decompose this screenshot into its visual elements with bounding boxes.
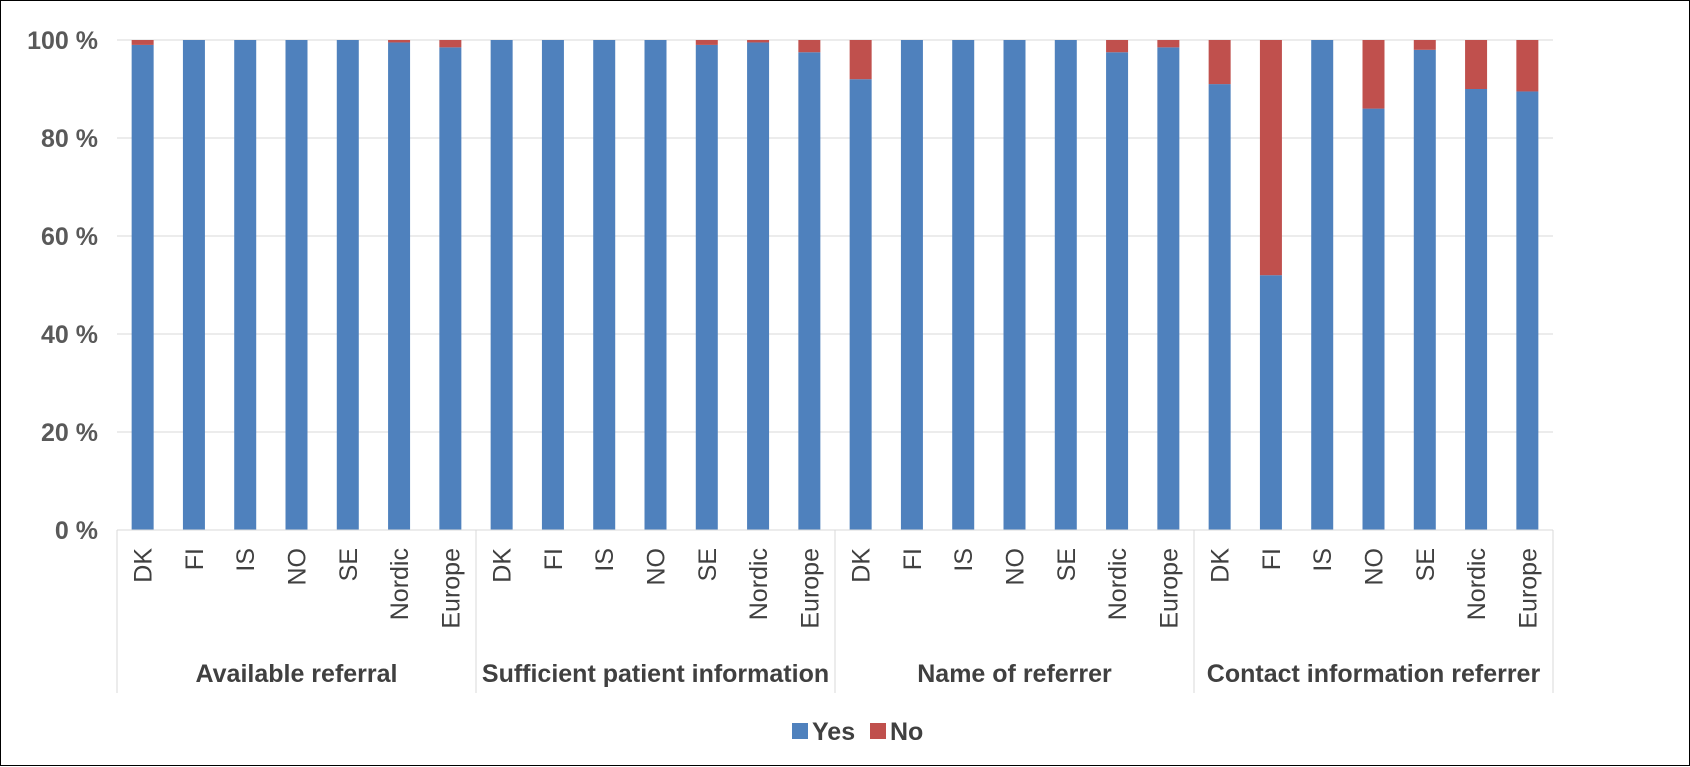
bar-yes <box>1259 275 1282 530</box>
bar-yes <box>1516 91 1539 530</box>
x-tick-label: Europe <box>796 548 824 629</box>
bar-yes <box>1106 52 1129 530</box>
legend-label-no: No <box>890 718 923 746</box>
bar-yes <box>593 40 616 530</box>
x-tick-label: IS <box>950 548 978 572</box>
x-tick-label: SE <box>335 548 363 581</box>
bar-no <box>1465 40 1488 89</box>
y-tick-label: 100 % <box>27 27 98 55</box>
gridlines <box>117 39 1553 531</box>
y-axis: 0 % 20 % 40 % 60 % 80 % 100 % <box>27 27 98 545</box>
x-tick-label: SE <box>1412 548 1440 581</box>
bar-no <box>1157 40 1180 48</box>
bars <box>131 40 1539 531</box>
bar-yes <box>388 42 411 530</box>
bar-no <box>798 40 821 53</box>
bar-yes <box>952 40 975 530</box>
bar-yes <box>1003 40 1026 530</box>
x-tick-label: FI <box>899 548 927 570</box>
group-label: Available referral <box>196 660 398 688</box>
y-tick-label: 40 % <box>41 321 98 349</box>
legend-label-yes: Yes <box>812 718 855 746</box>
x-tick-label: Europe <box>1155 548 1183 629</box>
bar-no <box>131 40 154 45</box>
bar-no <box>439 40 462 48</box>
legend: Yes No <box>792 718 923 746</box>
x-tick-label: Europe <box>437 548 465 629</box>
y-tick-label: 20 % <box>41 419 98 447</box>
bar-yes <box>234 40 257 530</box>
y-tick-label: 0 % <box>55 517 98 545</box>
bar-yes <box>1465 89 1488 530</box>
bar-no <box>1106 40 1129 53</box>
bar-no <box>1208 40 1231 85</box>
bar-no <box>747 40 770 43</box>
bar-yes <box>1157 47 1180 530</box>
bar-yes <box>747 42 770 530</box>
bar-yes <box>439 47 462 530</box>
bar-yes <box>900 40 923 530</box>
x-tick-label: NO <box>643 548 671 586</box>
group-label: Name of referrer <box>917 660 1112 688</box>
bar-yes <box>182 40 205 530</box>
x-tick-label: SE <box>694 548 722 581</box>
bar-no <box>849 40 872 80</box>
legend-swatch-yes <box>792 723 808 739</box>
bar-yes <box>285 40 308 530</box>
bar-yes <box>1413 49 1436 531</box>
x-axis: DK FI IS NO SE Nordic Europe Available referral… <box>116 529 1554 693</box>
bar-yes <box>1208 84 1231 530</box>
x-tick-label: IS <box>1309 548 1337 572</box>
x-tick-label: DK <box>1207 548 1235 583</box>
x-tick-label: Nordic <box>1104 548 1132 620</box>
bar-yes <box>336 40 359 530</box>
x-tick-label: Europe <box>1514 548 1542 629</box>
x-tick-label: Nordic <box>745 548 773 620</box>
x-tick-label: NO <box>1002 548 1030 586</box>
x-tick-label: FI <box>1258 548 1286 570</box>
legend-swatch-no <box>870 723 886 739</box>
x-tick-label: DK <box>130 548 158 583</box>
group-label: Contact information referrer <box>1207 660 1541 688</box>
x-tick-label: NO <box>284 548 312 586</box>
bar-no <box>388 40 411 43</box>
bar-yes <box>1311 40 1334 530</box>
bar-yes <box>695 44 718 531</box>
bar-yes <box>849 79 872 530</box>
bar-no <box>1516 40 1539 92</box>
bar-no <box>1413 40 1436 50</box>
x-tick-label: Nordic <box>386 548 414 620</box>
x-tick-label: SE <box>1053 548 1081 581</box>
x-tick-label: DK <box>489 548 517 583</box>
bar-yes <box>644 40 667 530</box>
x-tick-label: FI <box>540 548 568 570</box>
y-tick-label: 60 % <box>41 223 98 251</box>
bar-yes <box>798 52 821 530</box>
bar-yes <box>490 40 513 530</box>
bar-no <box>695 40 718 45</box>
x-tick-label: DK <box>848 548 876 583</box>
bar-yes <box>1362 108 1385 530</box>
x-tick-label: IS <box>232 548 260 572</box>
group-label: Sufficient patient information <box>482 660 829 688</box>
x-tick-label: Nordic <box>1463 548 1491 620</box>
x-tick-label: NO <box>1361 548 1389 586</box>
bar-yes <box>131 44 154 531</box>
x-tick-label: FI <box>181 548 209 570</box>
bar-no <box>1259 40 1282 276</box>
bar-yes <box>1054 40 1077 530</box>
bar-no <box>1362 40 1385 109</box>
bar-yes <box>541 40 564 530</box>
x-tick-label: IS <box>591 548 619 572</box>
y-tick-label: 80 % <box>41 125 98 153</box>
